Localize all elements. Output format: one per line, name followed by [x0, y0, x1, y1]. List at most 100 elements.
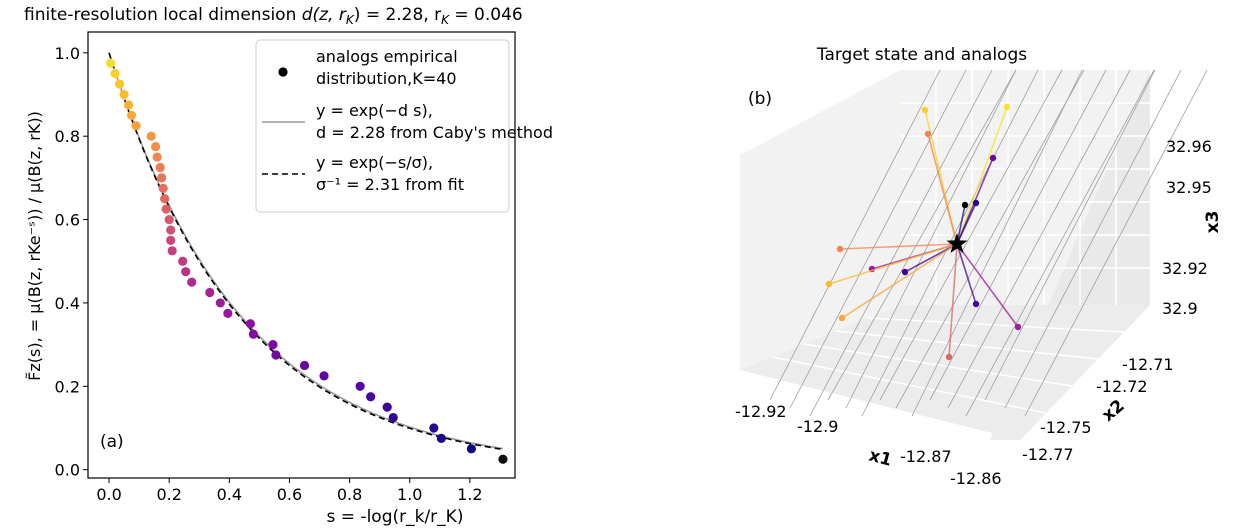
chart-b-panel-label: (b) [748, 89, 772, 109]
chart-b-trajectory [895, 69, 1085, 409]
chart-b-target-star-icon [946, 233, 968, 253]
chart-b-analog-link [956, 243, 1019, 328]
chart-a-ytick-label: 0.2 [55, 377, 80, 396]
chart-b-trajectory [879, 69, 1063, 401]
chart-a-data-point [388, 412, 398, 423]
chart-a-caby-curve [108, 52, 504, 450]
chart-a-frame [87, 31, 516, 479]
chart-a-xlabel: s = -log(r_k/r_K) [327, 507, 464, 527]
chart-b-y-tick: -12.77 [1022, 445, 1074, 464]
chart-b-analog-link [927, 133, 958, 245]
chart-b-analog-link [956, 243, 977, 305]
chart-a-data-point [181, 267, 191, 277]
chart-a-data-point [123, 100, 134, 110]
chart-a-xtick-label: 0.4 [217, 485, 242, 504]
chart-a-legend-label: analogs empirical [316, 47, 458, 66]
chart-a-data-point [146, 131, 156, 141]
chart-a-data-point [155, 162, 165, 173]
chart-b-trajectory [789, 69, 967, 409]
chart-a-legend-label: y = exp(−s/σ), [316, 153, 433, 172]
chart-a-ytick-label: 1.0 [55, 44, 80, 63]
chart-b-z-tick: 32.92 [1162, 259, 1208, 278]
chart-a-data-point [110, 69, 120, 79]
chart-b-y-tick: -12.71 [1122, 355, 1174, 374]
chart-a-data-point [248, 329, 258, 339]
chart-b-analog-point [945, 353, 953, 361]
chart-b-y-tick: -12.72 [1096, 377, 1148, 396]
chart-a-data-point [166, 225, 176, 235]
chart-b-analog-point [901, 268, 909, 276]
chart-b-trajectory [1024, 69, 1208, 417]
chart-b-trajectory [929, 69, 1107, 401]
chart-a-data-point [161, 204, 171, 214]
chart-a-data-point [158, 183, 168, 193]
chart-a-xtick-label: 1.0 [397, 485, 422, 504]
chart-a-data-point [127, 110, 137, 120]
chart-a-xtick-label: 0.8 [337, 485, 362, 504]
chart-a-legend: analogs empirical distribution,K=40 y = e… [255, 39, 553, 213]
chart-b-ylabel: x2 [1098, 396, 1128, 426]
chart-a-title-end: = 0.046 [449, 5, 523, 25]
chart-b-analog-link [956, 202, 977, 245]
chart-b-analog-point [838, 314, 846, 322]
chart-a-title-sub: K [346, 13, 355, 27]
chart-a-legend-label: distribution,K=40 [316, 69, 457, 88]
chart-b-trajectories [769, 69, 1208, 417]
chart-b-trajectory [845, 69, 1017, 409]
chart-a-data-point [178, 256, 188, 266]
chart-b-analog-point [924, 130, 932, 138]
chart-a-data-point [366, 392, 376, 402]
chart-a-xtick-label: 0.2 [156, 485, 181, 504]
chart-b-trajectory [1004, 69, 1182, 409]
chart-b-title: Target state and analogs [816, 45, 1027, 65]
chart-a-title: finite-resolution local dimension d(z, r… [24, 5, 523, 27]
chart-a-data-point [152, 152, 162, 162]
chart-b-y-tick: -12.75 [1040, 418, 1092, 437]
chart-b-analog-link [839, 243, 958, 250]
chart-a-title-formula: d(z, r [302, 5, 347, 25]
chart-b-trajectory [827, 69, 1017, 401]
chart-b-x-tick: -12.87 [900, 447, 952, 466]
chart-a-data-point [245, 319, 255, 329]
chart-b-x-tick: -12.92 [735, 402, 787, 421]
chart-b-trajectory [911, 69, 1083, 417]
chart-a-xtick-label: 0.0 [96, 485, 121, 504]
chart-a-title-prefix: finite-resolution local dimension [24, 5, 302, 25]
chart-b-analog-point [1014, 323, 1022, 331]
chart-b-trajectory [809, 69, 993, 417]
chart-b-analog-point [989, 154, 997, 162]
chart-b-z-tick: 32.9 [1162, 299, 1198, 318]
chart-a-data-point [151, 142, 161, 152]
chart-a-ytick-label: 0.4 [55, 294, 80, 313]
chart-a-ytick-label: 0.6 [55, 211, 80, 230]
chart-a-ytick-label: 0.8 [55, 127, 80, 146]
chart-a-ytick-label: 0.0 [55, 461, 80, 480]
chart-b-gridline [803, 343, 1073, 387]
chart-b-gridline [835, 330, 1099, 360]
chart-a-data-point [355, 381, 365, 391]
chart-a-data-point [319, 371, 329, 381]
chart-b-back-wall [740, 70, 1150, 370]
chart-a-title-mid: ) = 2.28, r [354, 5, 441, 25]
chart-a-legend-label: y = exp(−d s), [316, 101, 433, 120]
chart-b-analog-point [825, 280, 833, 288]
chart-a-data-point [187, 277, 197, 287]
chart-a-legend-box [255, 39, 510, 213]
chart-a-data-point [223, 308, 233, 318]
chart-a-legend-label: d = 2.28 from Caby's method [316, 123, 553, 142]
chart-b-analog-link [841, 243, 958, 319]
chart-a-legend-label: σ⁻¹ = 2.31 from fit [316, 175, 464, 194]
chart-b-analog-point [972, 300, 980, 308]
chart-a-data-point [166, 235, 176, 246]
chart-a-title-sub2: K [441, 13, 450, 27]
chart-a-data-point [119, 89, 129, 100]
chart-a-data-point [215, 298, 225, 308]
chart-b-analog-point [972, 199, 980, 207]
chart-a-data-point [114, 79, 125, 89]
chart-b-zlabel: x3 [1203, 211, 1223, 234]
chart-b-analog-point [1003, 103, 1011, 111]
chart-b-analog-link [948, 243, 958, 358]
chart-a-data-point [429, 423, 439, 433]
chart-a-data-point [105, 58, 116, 68]
